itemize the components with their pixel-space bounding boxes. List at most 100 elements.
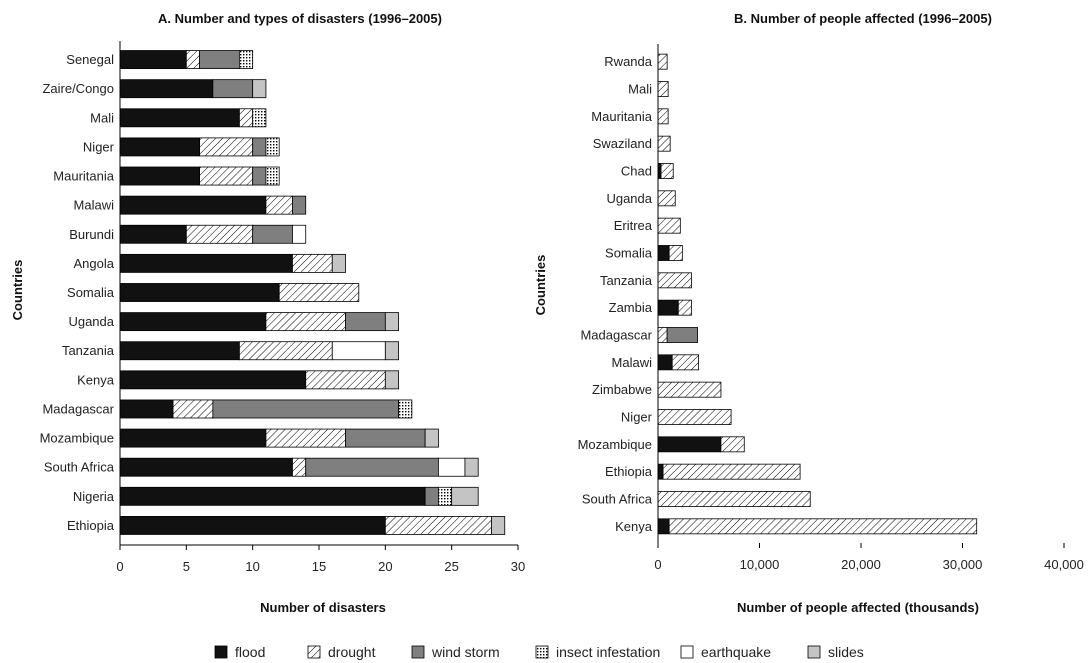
bar-mauritania-flood (119, 166, 200, 186)
bar-senegal-wind-storm (199, 50, 240, 69)
chart-a-x-ticks: 0 5 10 15 20 25 30 (116, 545, 525, 574)
bar-mozambique-drought (265, 428, 346, 448)
chart-b-category-label-tanzania: Tanzania (600, 273, 653, 288)
chart-b-category-label-mali: Mali (628, 82, 652, 97)
bar-chad-drought (660, 163, 674, 179)
chart-a-category-label-senegal: Senegal (66, 52, 114, 67)
bar-mali-flood (119, 108, 240, 128)
chart-a-category-label-mozambique: Mozambique (40, 431, 114, 446)
bar-niger-drought (199, 137, 254, 157)
bar-tanzania-drought (238, 341, 333, 361)
chart-a-disaster-types: A. Number and types of disasters (1996–2… (10, 11, 525, 615)
bar-nigeria-flood (119, 486, 426, 506)
legend-label-drought: drought (328, 644, 376, 660)
chart-a-tick-label: 20 (378, 559, 392, 574)
bar-malawi-flood (657, 354, 673, 371)
bar-malawi-flood (119, 195, 267, 215)
bar-uganda-slides (384, 312, 400, 332)
chart-a-tick-label: 10 (245, 559, 259, 574)
bar-senegal-drought (185, 50, 200, 69)
bar-niger-wind-storm (252, 137, 267, 157)
bar-senegal-flood (119, 50, 187, 69)
chart-b-tick-label: 0 (654, 557, 661, 572)
bar-mali-drought (238, 108, 254, 128)
legend: flood drought wind storm insect infestation… (214, 644, 864, 660)
chart-a-category-label-somalia: Somalia (67, 285, 115, 300)
bar-mozambique-drought (720, 436, 745, 453)
bar-uganda-drought (657, 190, 676, 207)
chart-a-title: A. Number and types of disasters (1996–2… (158, 11, 442, 26)
legend-swatch-insect-infestation (535, 645, 549, 659)
bar-kenya-drought (305, 370, 386, 390)
bar-mauritania-drought (657, 108, 669, 125)
bar-nigeria-insect-infestation (437, 486, 453, 506)
bar-south-africa-wind-storm (305, 457, 439, 477)
chart-a-category-label-ethiopia: Ethiopia (67, 518, 115, 533)
bar-madagascar-drought (172, 399, 214, 419)
chart-b-people-affected: B. Number of people affected (1996–2005)… (533, 11, 1084, 615)
chart-a-category-label-niger: Niger (83, 139, 115, 154)
bar-zimbabwe-drought (657, 381, 722, 398)
bar-ethiopia-slides (491, 516, 506, 535)
chart-a-y-label: Countries (10, 260, 25, 321)
bar-malawi-wind-storm (292, 195, 307, 215)
bar-tanzania-flood (119, 341, 240, 361)
bar-mozambique-flood (657, 436, 722, 453)
bar-mauritania-wind-storm (252, 166, 267, 186)
legend-label-earthquake: earthquake (701, 644, 771, 660)
bar-kenya-drought (668, 518, 978, 535)
chart-a-category-label-kenya: Kenya (77, 372, 115, 387)
bar-nigeria-wind-storm (424, 486, 439, 506)
chart-a-tick-label: 30 (511, 559, 525, 574)
chart-b-y-label: Countries (533, 255, 548, 316)
bar-uganda-drought (265, 312, 346, 332)
bar-ethiopia-flood (657, 463, 664, 480)
chart-b-tick-label: 20,000 (841, 557, 881, 572)
chart-b-category-label-zimbabwe: Zimbabwe (592, 382, 652, 397)
chart-b-bars (657, 53, 978, 535)
bar-rwanda-drought (657, 53, 668, 70)
legend-swatch-slides (807, 645, 821, 659)
bar-angola-slides (331, 253, 346, 273)
bar-kenya-flood (119, 370, 307, 390)
bar-somalia-flood (657, 245, 670, 261)
chart-b-category-label-eritrea: Eritrea (614, 218, 653, 233)
bar-burundi-drought (185, 224, 254, 244)
bar-tanzania-earthquake (331, 341, 386, 361)
bar-malawi-drought (671, 354, 700, 371)
bar-mozambique-slides (424, 428, 439, 448)
chart-a-category-label-burundi: Burundi (69, 227, 114, 242)
bar-niger-drought (657, 409, 732, 425)
chart-a-category-label-mauritania: Mauritania (53, 169, 114, 184)
bar-zaire-congo-wind-storm (212, 79, 254, 99)
bar-madagascar-insect-infestation (398, 399, 413, 419)
chart-b-tick-label: 40,000 (1044, 557, 1084, 572)
bar-somalia-drought (278, 283, 360, 302)
bar-senegal-insect-infestation (238, 50, 254, 69)
chart-b-category-label-chad: Chad (621, 164, 652, 179)
bar-niger-insect-infestation (265, 137, 280, 157)
bar-somalia-flood (119, 283, 280, 302)
bar-angola-flood (119, 253, 293, 273)
chart-a-category-label-madagascar: Madagascar (42, 401, 114, 416)
bar-mauritania-drought (199, 166, 254, 186)
bar-mali-insect-infestation (252, 108, 267, 128)
bar-ethiopia-drought (662, 463, 801, 480)
chart-a-category-label-south-africa: South Africa (44, 460, 115, 475)
chart-a-category-label-uganda: Uganda (68, 314, 114, 329)
chart-a-tick-label: 15 (312, 559, 326, 574)
bar-south-africa-slides (464, 457, 479, 477)
chart-b-category-label-south-africa: South Africa (582, 492, 653, 507)
chart-b-category-label-swaziland: Swaziland (593, 136, 652, 151)
bar-south-africa-earthquake (437, 457, 466, 477)
bar-madagascar-wind-storm (212, 399, 400, 419)
bar-zambia-drought (677, 299, 692, 316)
bar-ethiopia-drought (384, 516, 492, 535)
bar-zaire-congo-flood (119, 79, 214, 99)
bar-tanzania-drought (657, 272, 692, 289)
legend-swatch-flood (214, 645, 228, 659)
bar-angola-drought (292, 253, 333, 273)
bar-mozambique-flood (119, 428, 267, 448)
chart-b-category-label-mozambique: Mozambique (578, 437, 652, 452)
